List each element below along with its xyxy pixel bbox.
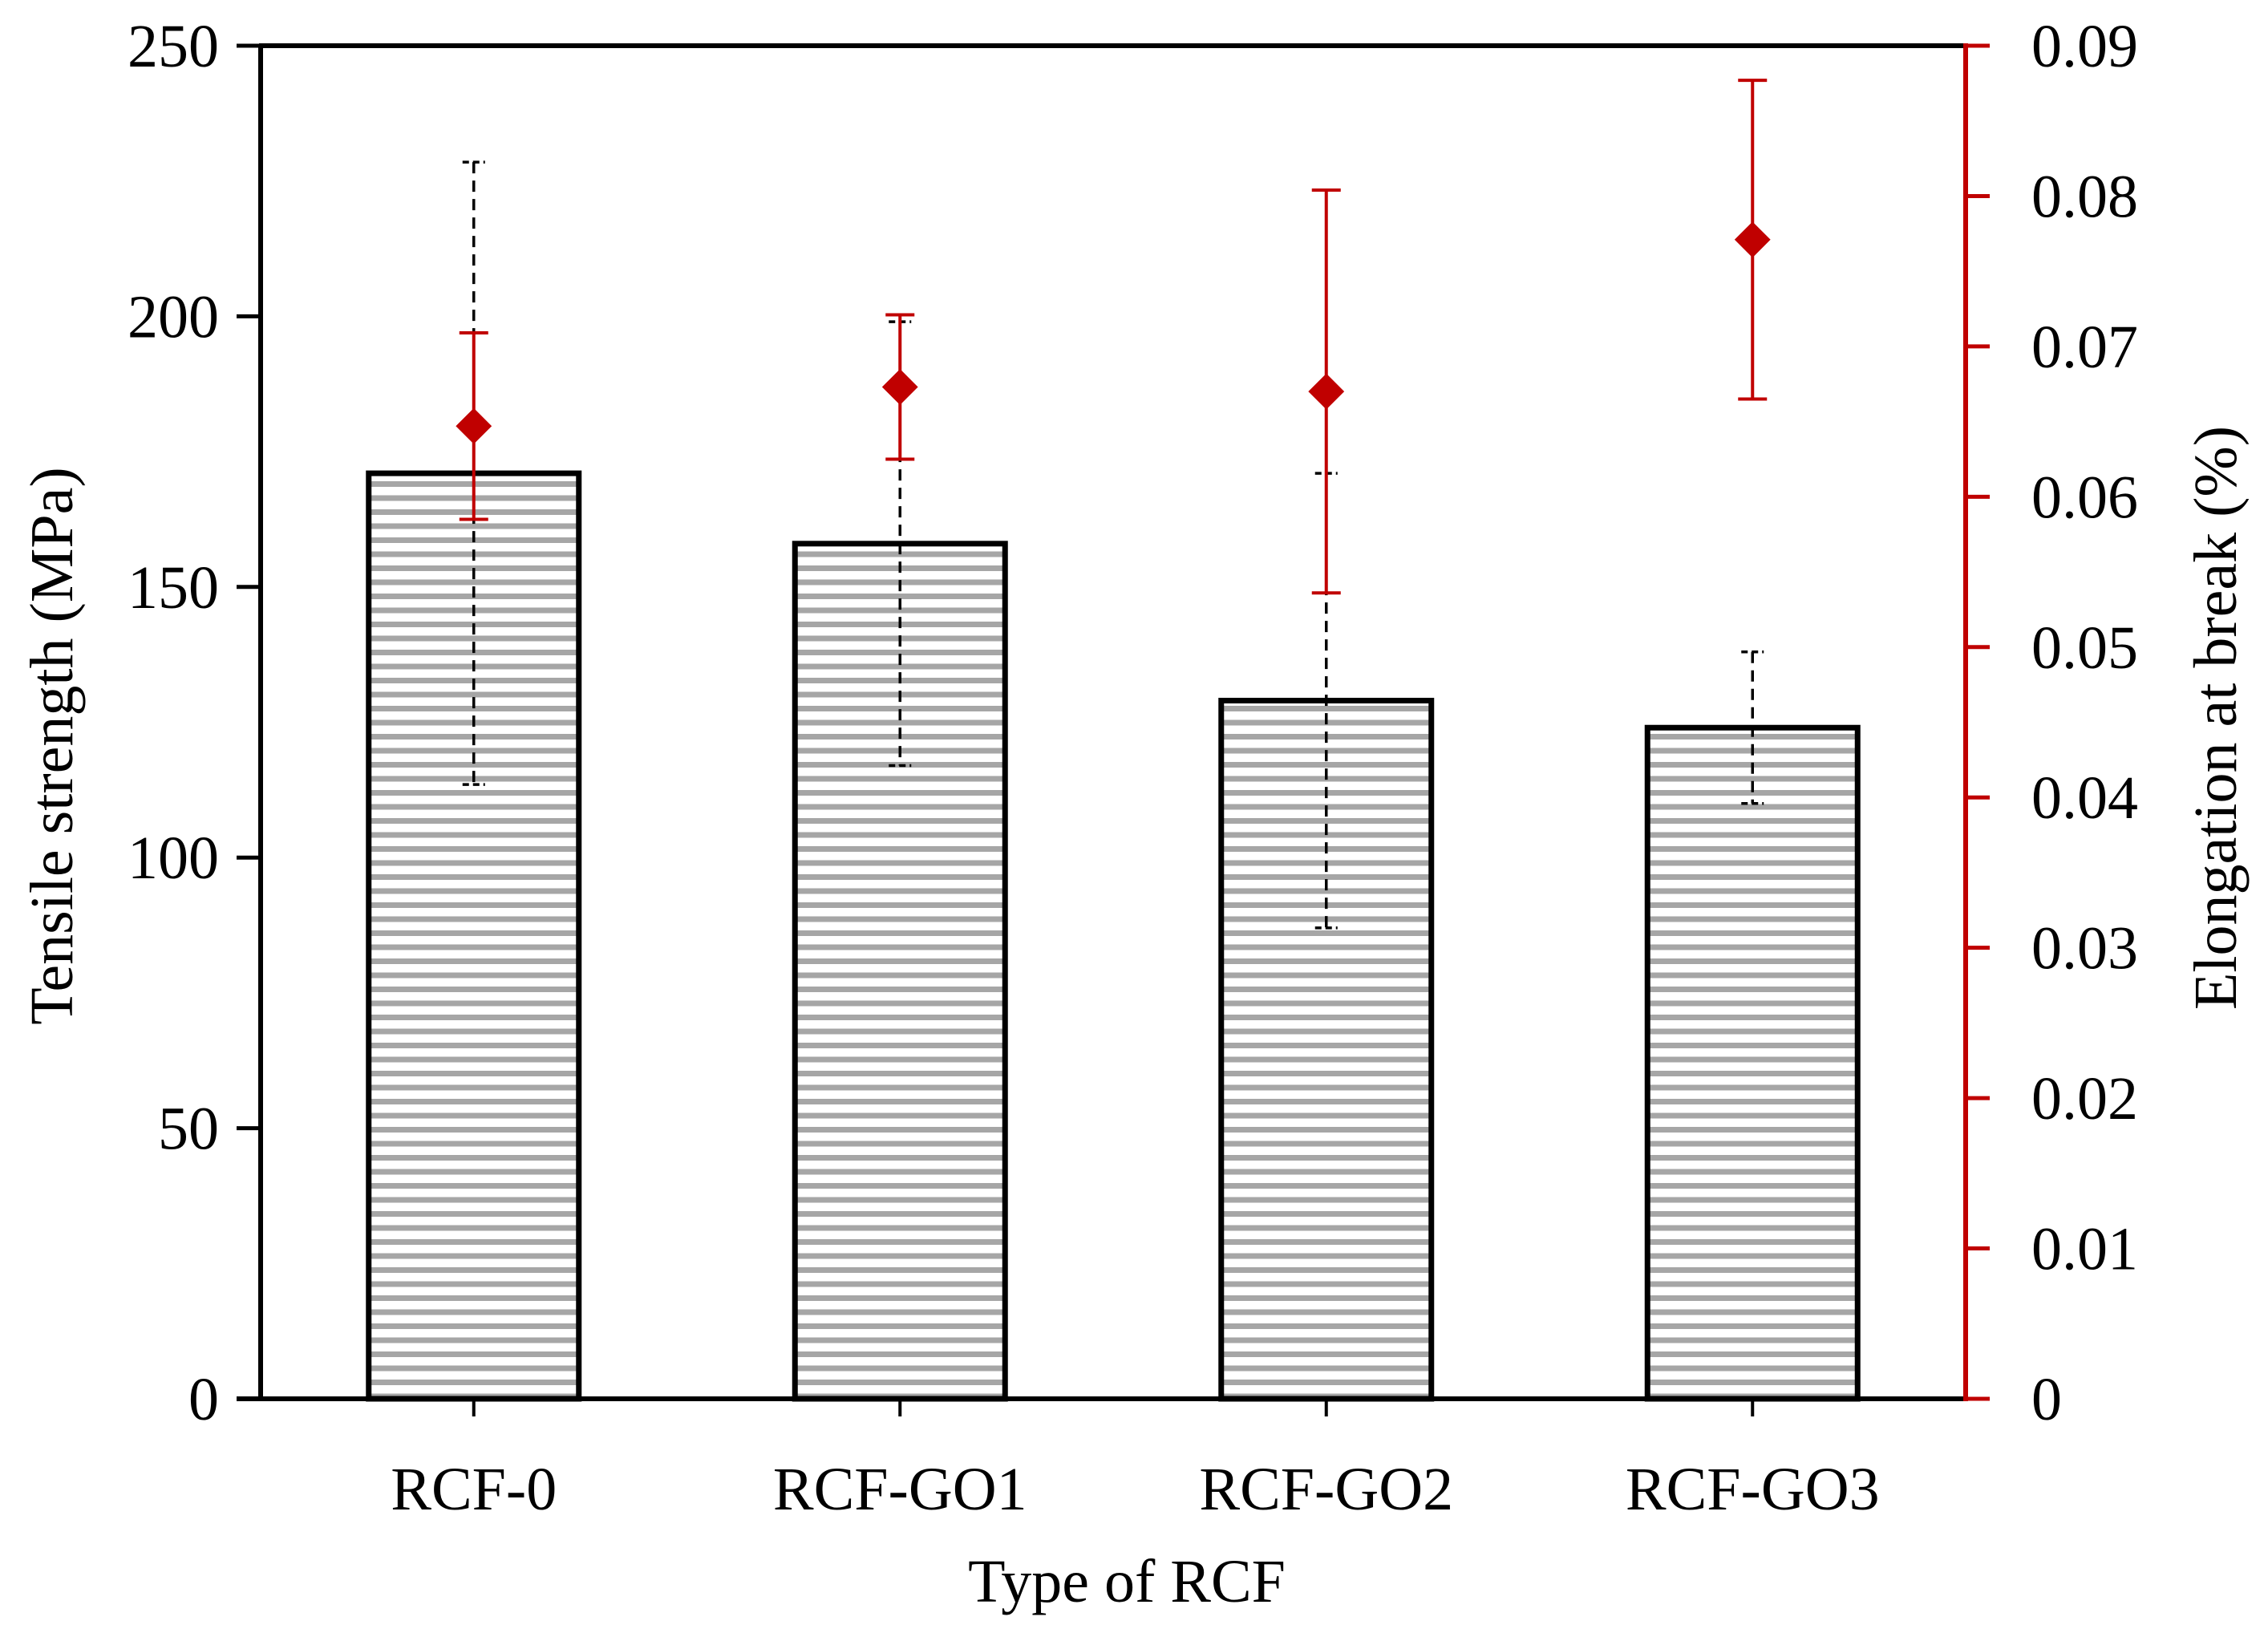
x-axis-title: Type of RCF xyxy=(968,1548,1286,1615)
y2-tick-label-2: 0.02 xyxy=(2031,1065,2138,1133)
y-tick-label-0: 0 xyxy=(188,1366,219,1433)
elongation-layer xyxy=(456,79,1771,595)
bar-rcf-go3 xyxy=(1644,724,1861,1402)
y-tick-label-250: 250 xyxy=(128,13,219,80)
y2-tick-label-6: 0.06 xyxy=(2031,464,2138,531)
bar-errors-layer xyxy=(462,160,1764,930)
x-tick-label-rcf-0: RCF-0 xyxy=(391,1456,557,1523)
x-tick-label-rcf-go3: RCF-GO3 xyxy=(1626,1456,1880,1523)
y-tick-label-100: 100 xyxy=(128,825,219,892)
y-tick-label-200: 200 xyxy=(128,283,219,351)
bars-layer xyxy=(366,470,1861,1402)
x-tick-label-rcf-go1: RCF-GO1 xyxy=(773,1456,1027,1523)
y2-tick-label-0: 0 xyxy=(2031,1366,2062,1433)
y2-tick-label-9: 0.09 xyxy=(2031,13,2138,80)
y2-tick-label-4: 0.04 xyxy=(2031,764,2138,832)
axes-layer: 0 50 100 150 200 250 0 0.01 0.02 0.03 0.04 0.05 0.06… xyxy=(128,13,2138,1523)
elongation-point-rcf-go1 xyxy=(881,369,918,405)
y-axis-title: Tensile strength (MPa) xyxy=(18,467,86,1024)
x-tick-label-rcf-go2: RCF-GO2 xyxy=(1199,1456,1453,1523)
elongation-point-rcf-0 xyxy=(456,407,492,444)
y2-tick-label-7: 0.07 xyxy=(2031,314,2138,381)
y2-tick-label-1: 0.01 xyxy=(2031,1216,2138,1283)
y-tick-label-150: 150 xyxy=(128,554,219,622)
elongation-point-rcf-go3 xyxy=(1734,221,1771,258)
y2-tick-label-5: 0.05 xyxy=(2031,614,2138,682)
labels-layer: Type of RCF Tensile strength (MPa) Elong… xyxy=(18,426,2250,1615)
bar-rcf-go1 xyxy=(792,541,1008,1402)
elongation-point-rcf-go2 xyxy=(1308,373,1345,410)
bar-rcf-go2 xyxy=(1218,698,1435,1402)
y-tick-label-50: 50 xyxy=(158,1096,219,1163)
y2-tick-label-3: 0.03 xyxy=(2031,915,2138,983)
y2-tick-label-8: 0.08 xyxy=(2031,163,2138,230)
y2-axis-title: Elongation at break (%) xyxy=(2182,426,2250,1010)
